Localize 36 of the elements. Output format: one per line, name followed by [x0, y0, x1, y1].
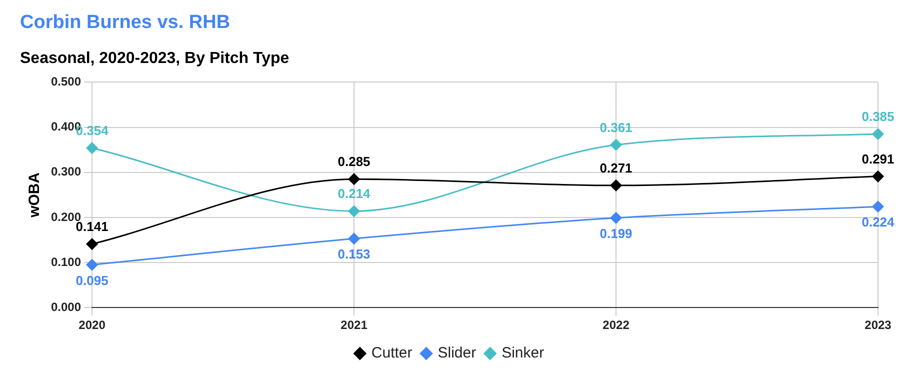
point — [86, 259, 98, 271]
data-label: 0.285 — [338, 154, 370, 170]
x-tick-label: 2023 — [864, 318, 892, 332]
legend-label: Slider — [438, 344, 476, 362]
x-tick-label: 2022 — [602, 318, 630, 332]
data-label: 0.385 — [862, 109, 894, 124]
point — [86, 238, 98, 250]
data-label: 0.153 — [338, 246, 370, 262]
data-label: 0.224 — [862, 214, 896, 230]
data-label: 0.291 — [862, 151, 894, 166]
y-axis-title: wOBA — [26, 172, 44, 218]
point — [610, 139, 622, 151]
data-label: 0.199 — [600, 226, 632, 241]
x-tick-label: 2021 — [340, 318, 368, 332]
y-tick-label: 0.100 — [51, 254, 82, 269]
point — [348, 173, 360, 185]
data-label: 0.271 — [600, 160, 632, 176]
y-tick-label: 0.500 — [51, 74, 82, 89]
point — [872, 170, 884, 182]
point — [872, 200, 884, 212]
chart-subtitle: Seasonal, 2020-2023, By Pitch Type — [20, 50, 290, 68]
chart-title: Corbin Burnes vs. RHB — [20, 12, 230, 34]
point — [86, 142, 98, 154]
legend-label: Sinker — [502, 344, 544, 362]
x-tick-label: 2020 — [78, 318, 106, 332]
point — [348, 205, 360, 217]
data-label: 0.361 — [600, 120, 632, 135]
point — [872, 128, 884, 140]
y-tick-label: 0.300 — [51, 164, 82, 179]
point — [348, 232, 360, 244]
legend-label: Cutter — [371, 344, 412, 362]
y-tick-label: 0.000 — [51, 300, 82, 314]
data-label: 0.214 — [338, 186, 372, 202]
point — [610, 180, 622, 192]
point — [610, 212, 622, 224]
data-label: 0.095 — [76, 272, 108, 288]
